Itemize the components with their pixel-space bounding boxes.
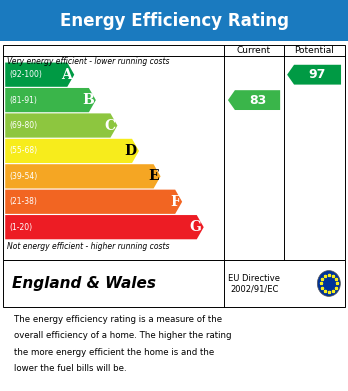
Text: (21-38): (21-38): [9, 197, 37, 206]
Text: 97: 97: [309, 68, 326, 81]
Text: EU Directive
2002/91/EC: EU Directive 2002/91/EC: [229, 274, 280, 293]
Text: (1-20): (1-20): [9, 222, 32, 232]
Polygon shape: [5, 88, 96, 112]
FancyBboxPatch shape: [3, 260, 345, 307]
Text: Current: Current: [237, 46, 271, 55]
Text: (55-68): (55-68): [9, 146, 38, 156]
FancyBboxPatch shape: [0, 0, 348, 41]
Circle shape: [317, 271, 340, 296]
Text: (81-91): (81-91): [9, 95, 37, 105]
Text: Energy Efficiency Rating: Energy Efficiency Rating: [60, 12, 288, 30]
Text: 83: 83: [249, 93, 266, 107]
Text: (39-54): (39-54): [9, 172, 38, 181]
Polygon shape: [5, 215, 204, 239]
Polygon shape: [5, 164, 160, 188]
Text: Not energy efficient - higher running costs: Not energy efficient - higher running co…: [7, 242, 169, 251]
Text: Potential: Potential: [294, 46, 334, 55]
Polygon shape: [5, 63, 74, 87]
Text: England & Wales: England & Wales: [12, 276, 156, 291]
Polygon shape: [287, 65, 341, 84]
Text: The energy efficiency rating is a measure of the: The energy efficiency rating is a measur…: [14, 315, 222, 324]
Text: E: E: [148, 169, 158, 183]
Text: B: B: [82, 93, 94, 107]
Polygon shape: [5, 113, 117, 138]
FancyBboxPatch shape: [3, 45, 345, 260]
Polygon shape: [5, 139, 139, 163]
Text: G: G: [190, 220, 201, 234]
Text: A: A: [62, 68, 72, 82]
Polygon shape: [228, 90, 280, 110]
Text: (92-100): (92-100): [9, 70, 42, 79]
Text: D: D: [125, 144, 137, 158]
Text: overall efficiency of a home. The higher the rating: overall efficiency of a home. The higher…: [14, 331, 231, 340]
Text: C: C: [104, 118, 115, 133]
Text: Very energy efficient - lower running costs: Very energy efficient - lower running co…: [7, 57, 169, 66]
Text: F: F: [170, 195, 180, 209]
Text: (69-80): (69-80): [9, 121, 38, 130]
Text: the more energy efficient the home is and the: the more energy efficient the home is an…: [14, 348, 214, 357]
Polygon shape: [5, 190, 182, 214]
Text: lower the fuel bills will be.: lower the fuel bills will be.: [14, 364, 127, 373]
